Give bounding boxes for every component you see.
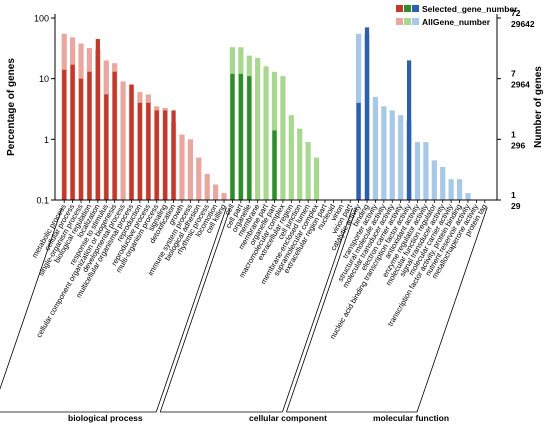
group-bracket-side <box>286 207 488 413</box>
bar-selected-genes <box>70 64 75 200</box>
bar-all-genes <box>255 57 261 201</box>
bar-all-genes <box>313 157 320 200</box>
bar-selected-genes <box>146 102 151 200</box>
bar-selected-genes <box>112 71 117 200</box>
bar-selected-genes <box>78 78 84 200</box>
group-label: molecular function <box>373 413 449 423</box>
legend-swatch-all-bp <box>396 18 403 25</box>
legend-swatch-selected-mf <box>412 5 419 12</box>
bar-all-genes <box>423 142 429 200</box>
bar-all-genes <box>179 134 185 200</box>
bar-all-genes <box>221 193 227 200</box>
bar-all-genes <box>297 128 303 200</box>
right-tick-all: 296 <box>511 140 525 150</box>
legend-label-selected: Selected_gene_number <box>422 4 518 14</box>
bar-all-genes <box>204 173 210 200</box>
bar-selected-genes <box>356 102 361 200</box>
bar-all-genes <box>456 179 463 200</box>
right-tick-all: 2964 <box>511 80 530 90</box>
bar-all-genes <box>448 179 454 200</box>
bar-selected-genes <box>95 39 100 201</box>
right-tick-selected: 1 <box>511 129 516 139</box>
y-tick-label: 100 <box>34 14 49 24</box>
left-tick-labels: 0.1 1 10 100 <box>34 14 55 206</box>
bar-selected-genes <box>87 71 92 200</box>
group-bracket-side <box>159 207 353 413</box>
bar-all-genes <box>431 160 437 200</box>
bar-all-genes <box>196 157 202 200</box>
legend: Selected_gene_number AllGene_number <box>396 4 518 27</box>
right-tick-all: 29642 <box>511 19 535 29</box>
bar-selected-genes <box>163 110 168 200</box>
legend-swatch-all-cc <box>404 18 411 25</box>
bar-all-genes <box>288 115 294 200</box>
legend-label-all: AllGene_number <box>422 17 491 27</box>
right-axis-label: Number of genes <box>533 66 544 148</box>
bar-all-genes <box>465 193 471 200</box>
bar-all-genes <box>414 142 421 200</box>
bar-all-genes <box>280 76 286 200</box>
bar-selected-genes <box>238 73 243 200</box>
right-tick-all: 29 <box>511 201 521 211</box>
bar-selected-genes <box>62 69 67 200</box>
legend-swatch-selected-bp <box>396 5 403 12</box>
y-tick-label: 1 <box>44 135 49 145</box>
right-tick-selected: 1 <box>511 190 516 200</box>
bar-series-layer <box>61 27 486 203</box>
bar-selected-genes <box>104 94 109 200</box>
bar-all-genes <box>372 96 379 200</box>
bar-selected-genes <box>154 110 159 200</box>
group-label: biological process <box>68 413 143 423</box>
bar-selected-genes <box>272 130 277 200</box>
bar-all-genes <box>263 66 269 200</box>
bar-selected-genes <box>364 27 370 200</box>
bar-all-genes <box>389 110 395 200</box>
bar-selected-genes <box>247 76 252 200</box>
bar-all-genes <box>381 106 387 200</box>
bar-all-genes <box>213 184 219 200</box>
group-bracket-side <box>0 207 227 413</box>
y-tick-label: 10 <box>39 74 49 84</box>
bar-all-genes <box>398 115 404 200</box>
group-label: cellular component <box>249 413 327 423</box>
bar-selected-genes <box>230 73 235 200</box>
bar-selected-genes <box>171 110 176 200</box>
bar-selected-genes <box>406 60 412 201</box>
bar-all-genes <box>120 81 126 200</box>
right-tick-selected: 7 <box>511 69 516 79</box>
y-tick-label: 0.1 <box>36 196 49 206</box>
bar-all-genes <box>440 166 446 200</box>
legend-swatch-selected-cc <box>404 5 411 12</box>
bar-all-genes <box>305 142 311 200</box>
right-tick-selected: 72 <box>511 8 521 18</box>
bar-selected-genes <box>137 102 143 200</box>
bar-selected-genes <box>129 84 134 200</box>
y-axis-label: Percentage of genes <box>6 58 17 156</box>
legend-swatch-all-mf <box>412 18 419 25</box>
group-brackets: biological process cellular component mole… <box>0 207 488 423</box>
bar-all-genes <box>187 139 193 200</box>
